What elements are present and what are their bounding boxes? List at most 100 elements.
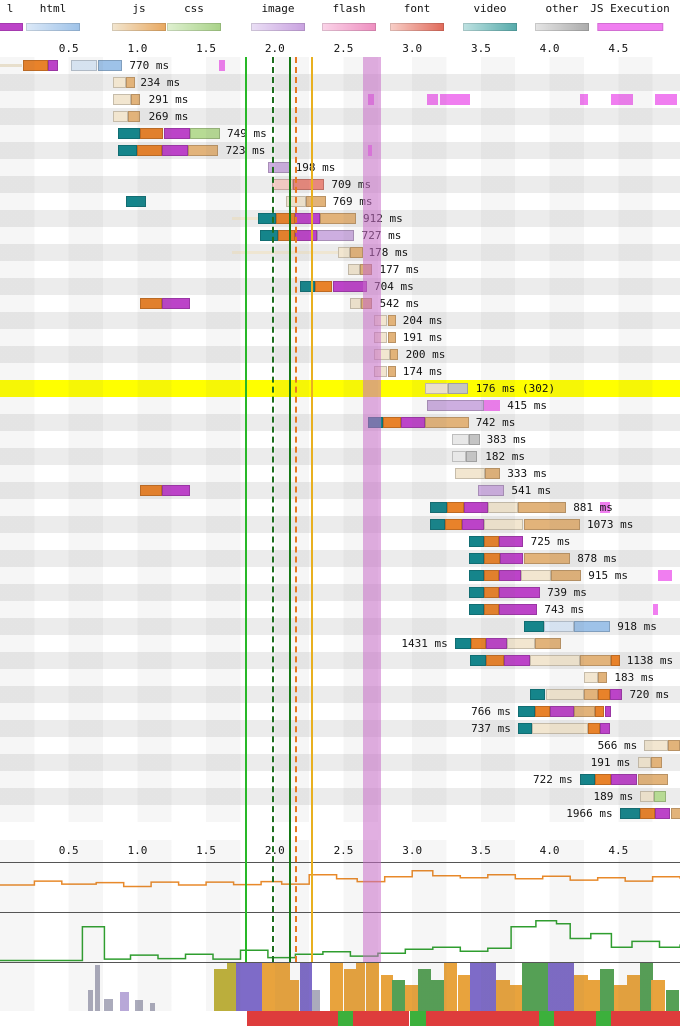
request-row-23[interactable]: 383 ms: [0, 431, 680, 448]
request-row-10[interactable]: 912 ms: [0, 210, 680, 227]
request-row-1[interactable]: 770 ms: [0, 57, 680, 74]
segment-connect: [483, 536, 499, 547]
segment-jsexec: [439, 94, 470, 105]
request-row-8[interactable]: 709 ms: [0, 176, 680, 193]
main-thread-slice-green: [640, 963, 653, 1011]
request-row-43[interactable]: 722 ms: [0, 771, 680, 788]
request-time-label: 749 ms: [227, 127, 267, 140]
legend-item-other: other: [535, 3, 589, 31]
request-time-label: 918 ms: [617, 620, 657, 633]
request-row-7[interactable]: 198 ms: [0, 159, 680, 176]
request-row-24[interactable]: 182 ms: [0, 448, 680, 465]
request-row-45[interactable]: 1966 ms: [0, 805, 680, 822]
segment-js_wait: [520, 570, 551, 581]
main-thread-slice-green: [535, 963, 549, 1011]
segment-css: [654, 791, 667, 802]
request-row-36[interactable]: 1138 ms: [0, 652, 680, 669]
request-time-label: 1138 ms: [626, 654, 674, 667]
request-row-21[interactable]: 415 ms: [0, 397, 680, 414]
main-thread-slice-orange: [343, 969, 356, 1011]
request-row-37[interactable]: 183 ms: [0, 669, 680, 686]
request-time-label: 200 ms: [405, 348, 446, 361]
request-row-30[interactable]: 878 ms: [0, 550, 680, 567]
request-time-label: 739 ms: [547, 586, 587, 599]
legend-item-js: js: [112, 3, 166, 31]
segment-js: [485, 468, 501, 479]
request-row-19[interactable]: 174 ms: [0, 363, 680, 380]
segment-dns: [468, 604, 484, 615]
segment-connect: [137, 145, 163, 156]
segment-js_wait: [584, 672, 598, 683]
request-row-44[interactable]: 189 ms: [0, 788, 680, 805]
request-row-35[interactable]: 1431 ms: [0, 635, 680, 652]
request-time-label: 542 ms: [379, 297, 420, 310]
request-row-26[interactable]: 541 ms: [0, 482, 680, 499]
segment-js_wait: [373, 332, 388, 343]
long-task-segment-green: [338, 1011, 354, 1026]
axis-tick-1.5: 1.5: [196, 42, 217, 55]
request-row-40[interactable]: 737 ms: [0, 720, 680, 737]
request-row-33[interactable]: 743 ms: [0, 601, 680, 618]
request-row-31[interactable]: 915 ms: [0, 567, 680, 584]
segment-ssl: [498, 587, 540, 598]
segment-ssl: [610, 689, 623, 700]
request-row-34[interactable]: 918 ms: [0, 618, 680, 635]
request-row-5[interactable]: 749 ms: [0, 125, 680, 142]
legend-item-font: font: [390, 3, 444, 31]
segment-js_wait: [545, 689, 584, 700]
request-row-4[interactable]: 269 ms: [0, 108, 680, 125]
request-row-9[interactable]: 769 ms: [0, 193, 680, 210]
main-thread-slice-purple: [483, 963, 496, 1011]
time-axis-bottom: 0.5 1.0 1.5 2.0 2.5 3.0 3.5 4.0 4.5: [0, 840, 680, 862]
main-thread-slice-purple: [562, 963, 575, 1011]
main-thread-slice-purple: [548, 963, 562, 1011]
request-time-label: 177 ms: [379, 263, 420, 276]
segment-ssl: [461, 519, 484, 530]
segment-dns: [530, 689, 546, 700]
request-row-27[interactable]: 881 ms: [0, 499, 680, 516]
request-time-label: 878 ms: [577, 552, 618, 565]
main-thread-slice-orange: [405, 985, 418, 1011]
request-row-20[interactable]: 176 ms (302): [0, 380, 680, 397]
request-row-29[interactable]: 725 ms: [0, 533, 680, 550]
main-thread-slice-orange: [329, 963, 344, 1011]
request-time-label: 333 ms: [507, 467, 548, 480]
request-row-13[interactable]: 177 ms: [0, 261, 680, 278]
request-row-18[interactable]: 200 ms: [0, 346, 680, 363]
request-row-22[interactable]: 742 ms: [0, 414, 680, 431]
segment-other: [447, 383, 469, 394]
browser-main-thread-chart: [0, 962, 680, 1011]
segment-js_wait: [350, 298, 362, 309]
request-row-41[interactable]: 566 ms: [0, 737, 680, 754]
request-row-38[interactable]: 720 ms: [0, 686, 680, 703]
segment-jsexec: [427, 94, 439, 105]
request-row-12[interactable]: 178 ms: [0, 244, 680, 261]
request-row-17[interactable]: 191 ms: [0, 329, 680, 346]
request-row-42[interactable]: 191 ms: [0, 754, 680, 771]
segment-connect: [597, 689, 611, 700]
segment-dns: [579, 774, 595, 785]
request-row-28[interactable]: 1073 ms: [0, 516, 680, 533]
request-row-15[interactable]: 542 ms: [0, 295, 680, 312]
request-row-6[interactable]: 723 ms: [0, 142, 680, 159]
request-row-14[interactable]: 704 ms: [0, 278, 680, 295]
request-row-39[interactable]: 766 ms: [0, 703, 680, 720]
axis-tick-4.0: 4.0: [539, 844, 560, 857]
segment-queued: [0, 64, 22, 67]
request-row-25[interactable]: 333 ms: [0, 465, 680, 482]
segment-image: [427, 400, 484, 411]
legend-item-js-execution: JS Execution: [590, 3, 670, 31]
main-thread-slice-green: [391, 979, 406, 1011]
segment-image: [317, 230, 355, 241]
request-row-32[interactable]: 739 ms: [0, 584, 680, 601]
request-row-16[interactable]: 204 ms: [0, 312, 680, 329]
request-row-11[interactable]: 727 ms: [0, 227, 680, 244]
request-row-3[interactable]: 291 ms: [0, 91, 680, 108]
legend-item-image: image: [251, 3, 305, 31]
segment-css: [189, 128, 220, 139]
segment-ssl: [500, 553, 524, 564]
segment-ssl: [48, 60, 58, 71]
request-row-2[interactable]: 234 ms: [0, 74, 680, 91]
main-thread-slice-gray: [87, 990, 94, 1011]
